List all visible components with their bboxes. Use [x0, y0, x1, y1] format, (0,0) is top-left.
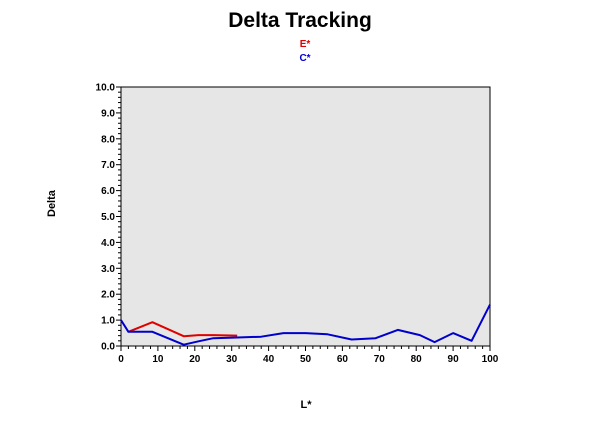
chart-title: Delta Tracking — [228, 9, 372, 32]
series-layer — [120, 304, 491, 346]
y-tick-label: 4.0 — [101, 238, 115, 249]
y-tick-label: 7.0 — [101, 160, 115, 171]
x-tick-label: 30 — [226, 354, 238, 365]
x-axis-ticks: 0 10 20 30 40 50 60 70 80 90 100 — [118, 346, 499, 365]
x-tick-label: 20 — [189, 354, 201, 365]
y-tick-label: 6.0 — [101, 186, 115, 197]
y-tick-label: 0.0 — [101, 342, 115, 353]
y-tick-label: 9.0 — [101, 108, 115, 119]
y-tick-label: 3.0 — [101, 264, 115, 275]
x-tick-label: 0 — [118, 354, 124, 365]
y-tick-label: 8.0 — [101, 134, 115, 145]
x-tick-label: 80 — [411, 354, 423, 365]
y-tick-label: 1.0 — [101, 316, 115, 327]
legend-entry-e: E* — [299, 39, 311, 50]
y-tick-label: 10.0 — [96, 83, 116, 94]
y-tick-label: 2.0 — [101, 290, 115, 301]
x-tick-label: 10 — [152, 354, 164, 365]
x-tick-label: 70 — [374, 354, 386, 365]
x-axis-label: L* — [300, 399, 312, 411]
y-tick-label: 5.0 — [101, 212, 115, 223]
series-line-e — [128, 321, 238, 338]
series-line-c — [120, 304, 491, 346]
x-tick-label: 90 — [448, 354, 460, 365]
plot-area — [120, 86, 491, 347]
y-axis-ticks: 0.0 1.0 2.0 3.0 4.0 5.0 6.0 7.0 8.0 9.0 10.0 — [96, 83, 121, 353]
x-tick-label: 50 — [300, 354, 312, 365]
x-tick-label: 60 — [337, 354, 349, 365]
legend-entry-c: C* — [299, 53, 311, 64]
x-tick-label: 100 — [482, 354, 499, 365]
x-tick-label: 40 — [263, 354, 275, 365]
